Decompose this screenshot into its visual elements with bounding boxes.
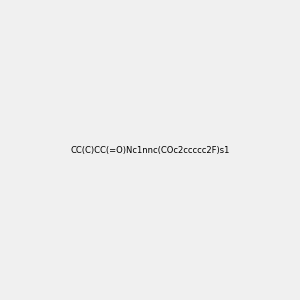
Text: CC(C)CC(=O)Nc1nnc(COc2ccccc2F)s1: CC(C)CC(=O)Nc1nnc(COc2ccccc2F)s1 xyxy=(70,146,230,154)
